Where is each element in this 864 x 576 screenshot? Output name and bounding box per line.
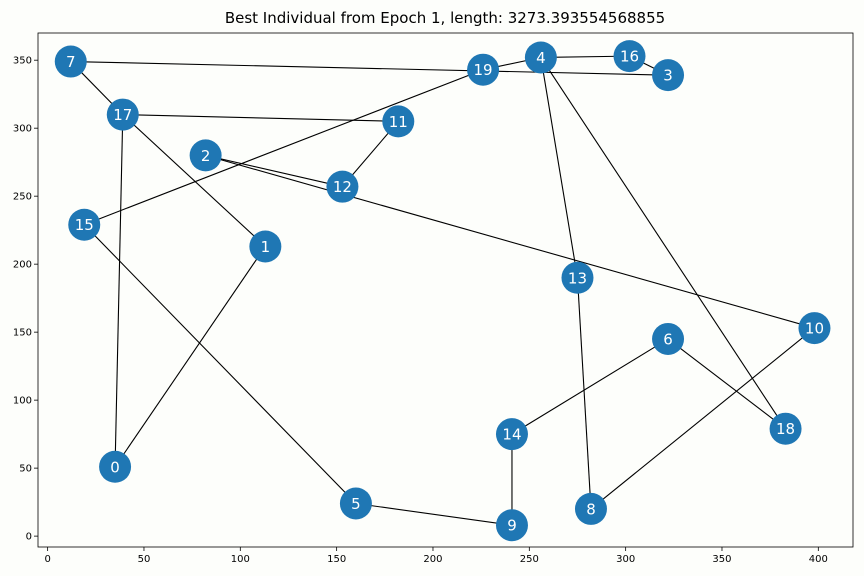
- chart-title: Best Individual from Epoch 1, length: 32…: [225, 9, 665, 27]
- node-label: 14: [502, 426, 521, 444]
- node-label: 15: [75, 216, 94, 234]
- node-14: 14: [495, 418, 528, 451]
- node-18: 18: [769, 412, 802, 445]
- node-17: 17: [106, 98, 139, 131]
- x-tick-label: 350: [712, 554, 731, 565]
- node-label: 8: [586, 500, 596, 518]
- x-tick-label: 300: [616, 554, 635, 565]
- y-tick-label: 50: [19, 464, 32, 475]
- edge-8-13: [576, 277, 592, 509]
- x-tick-label: 400: [809, 554, 828, 565]
- node-10: 10: [798, 312, 831, 345]
- node-circle: [561, 261, 594, 294]
- node-circle: [106, 98, 139, 131]
- edge-6-14: [511, 338, 669, 435]
- node-circle: [574, 492, 607, 525]
- node-label: 4: [536, 49, 546, 67]
- y-tick-label: 300: [13, 124, 32, 135]
- node-label: 18: [776, 420, 795, 438]
- y-tick-label: 100: [13, 396, 32, 407]
- node-19: 19: [467, 53, 500, 86]
- edge-12-2: [205, 154, 343, 188]
- edge-2-10: [205, 154, 815, 329]
- node-label: 2: [201, 147, 211, 165]
- node-label: 0: [110, 458, 120, 476]
- node-4: 4: [524, 41, 557, 74]
- node-circle: [495, 509, 528, 542]
- x-tick-label: 250: [520, 554, 539, 565]
- node-label: 5: [351, 495, 361, 513]
- node-label: 16: [620, 48, 639, 66]
- node-6: 6: [652, 322, 685, 355]
- node-label: 19: [474, 61, 493, 79]
- node-5: 5: [339, 487, 372, 520]
- node-1: 1: [249, 230, 282, 263]
- node-15: 15: [68, 208, 101, 241]
- y-tick-label: 250: [13, 192, 32, 203]
- node-7: 7: [54, 45, 87, 78]
- node-8: 8: [574, 492, 607, 525]
- node-circle: [495, 418, 528, 451]
- edge-0-1: [114, 246, 266, 468]
- y-tick-label: 200: [13, 260, 32, 271]
- node-label: 12: [333, 178, 352, 196]
- node-circle: [652, 59, 685, 92]
- x-tick-label: 200: [423, 554, 442, 565]
- node-label: 11: [389, 113, 408, 131]
- node-circle: [249, 230, 282, 263]
- node-circle: [54, 45, 87, 78]
- node-label: 7: [66, 53, 76, 71]
- node-circle: [326, 170, 359, 203]
- edge-5-15: [83, 224, 357, 504]
- node-circle: [382, 105, 415, 138]
- x-tick-label: 0: [44, 554, 50, 565]
- node-circle: [189, 139, 222, 172]
- node-label: 6: [663, 330, 673, 348]
- node-label: 10: [805, 320, 824, 338]
- node-label: 3: [663, 67, 673, 85]
- y-tick-label: 350: [13, 56, 32, 67]
- node-circle: [99, 450, 132, 483]
- node-12: 12: [326, 170, 359, 203]
- node-3: 3: [652, 59, 685, 92]
- edge-10-8: [590, 327, 815, 510]
- x-tick-label: 50: [138, 554, 151, 565]
- node-label: 1: [261, 238, 271, 256]
- x-tick-label: 150: [327, 554, 346, 565]
- node-13: 13: [561, 261, 594, 294]
- node-label: 17: [113, 106, 132, 124]
- node-9: 9: [495, 509, 528, 542]
- x-tick-label: 100: [231, 554, 250, 565]
- node-circle: [467, 53, 500, 86]
- edge-15-19: [84, 69, 484, 226]
- node-16: 16: [613, 40, 646, 73]
- plot-frame: [37, 32, 854, 548]
- node-circle: [798, 312, 831, 345]
- axes-layer: 0 50 100 150 200 250 300 350 4000501001502002503…: [13, 32, 854, 565]
- edge-18-6: [667, 338, 786, 430]
- edge-1-17: [122, 114, 266, 247]
- node-circle: [524, 41, 557, 74]
- y-tick-label: 150: [13, 328, 32, 339]
- edge-17-0: [114, 114, 124, 467]
- node-2: 2: [189, 139, 222, 172]
- node-label: 9: [507, 517, 517, 535]
- node-circle: [769, 412, 802, 445]
- edge-3-7: [70, 61, 669, 76]
- node-circle: [652, 322, 685, 355]
- edge-4-18: [540, 57, 787, 430]
- y-tick-label: 0: [26, 532, 32, 543]
- node-circle: [613, 40, 646, 73]
- edge-9-5: [355, 502, 513, 526]
- edge-13-4: [540, 57, 579, 278]
- node-label: 13: [568, 269, 587, 287]
- node-circle: [68, 208, 101, 241]
- node-11: 11: [382, 105, 415, 138]
- node-0: 0: [99, 450, 132, 483]
- node-circle: [339, 487, 372, 520]
